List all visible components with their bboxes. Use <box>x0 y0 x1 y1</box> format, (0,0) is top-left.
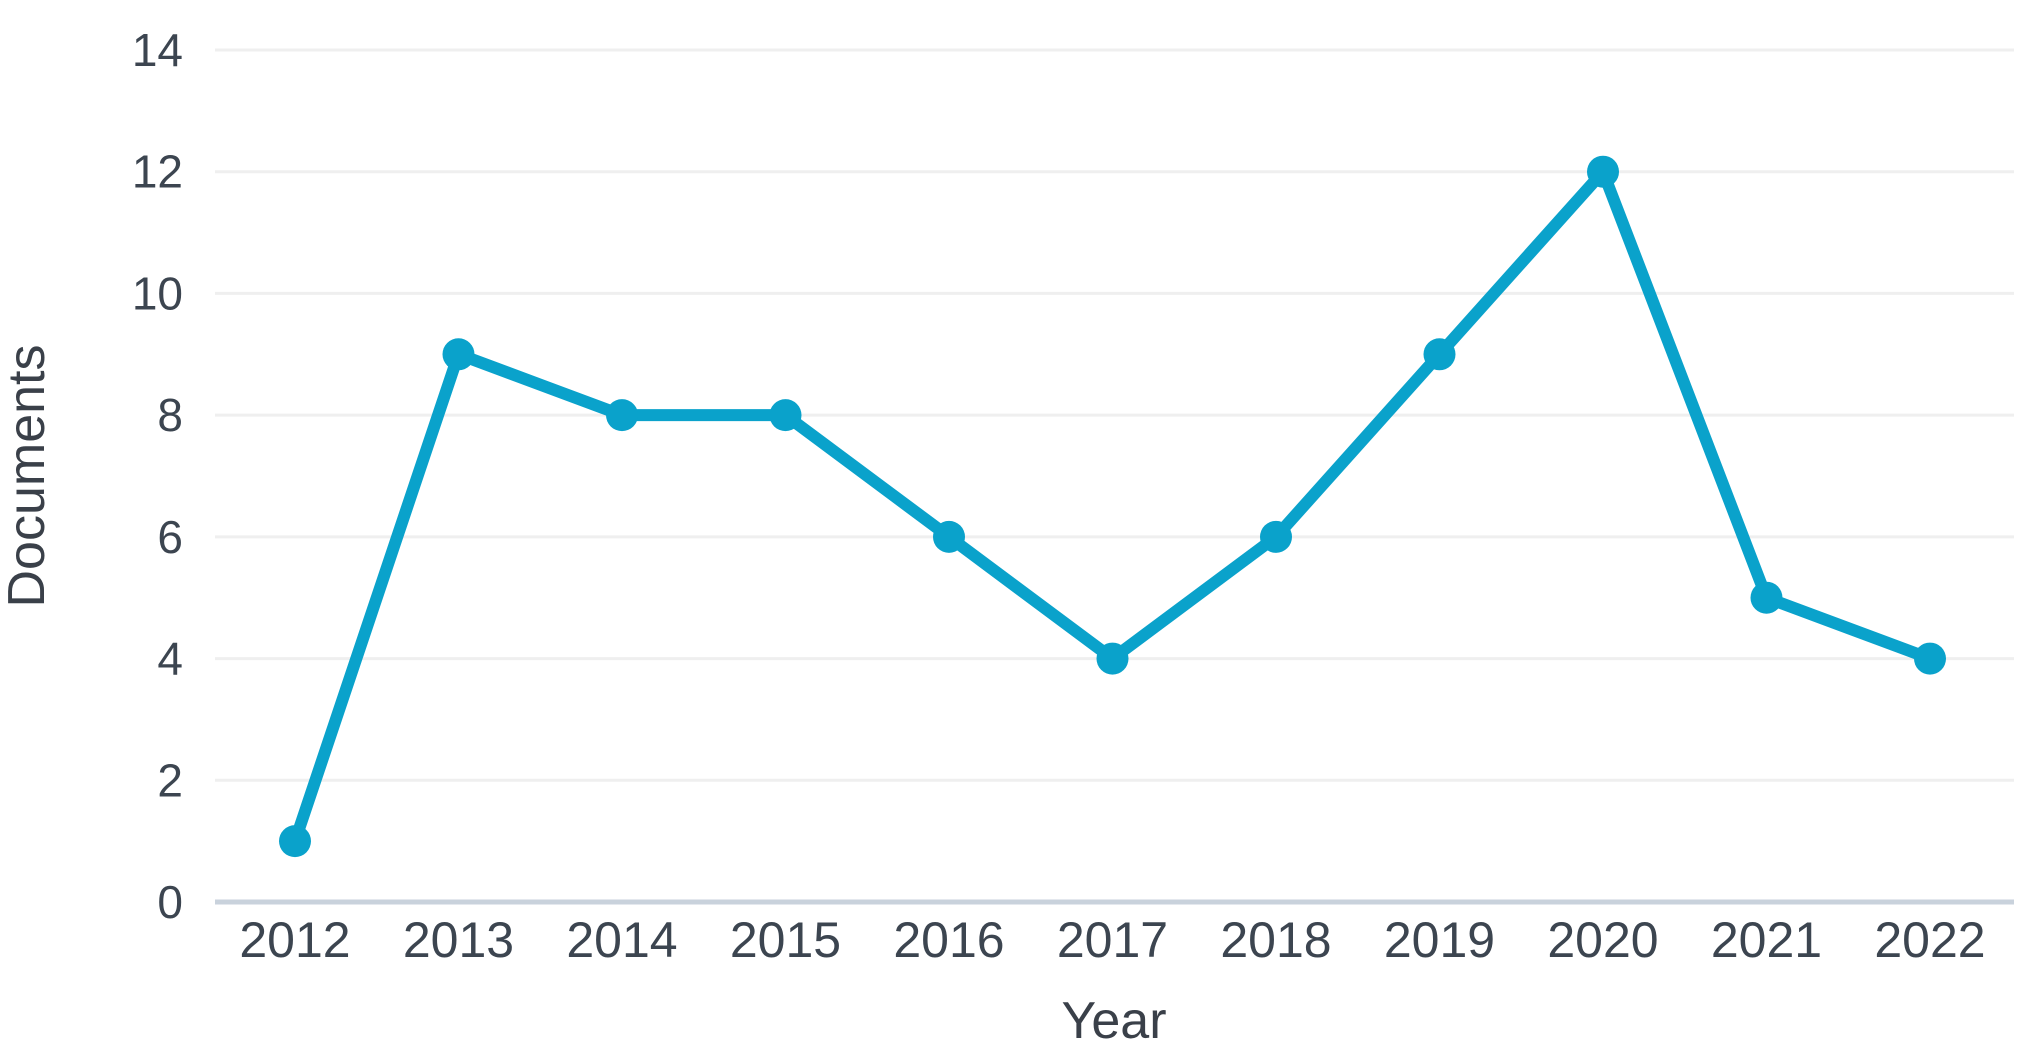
y-tick-label-10: 10 <box>132 267 183 319</box>
data-point-2019 <box>1423 338 1456 371</box>
y-tick-label-4: 4 <box>157 633 183 685</box>
y-tick-label-6: 6 <box>157 511 183 563</box>
y-tick-label-0: 0 <box>157 876 183 928</box>
data-point-2012 <box>279 825 311 858</box>
data-point-2020 <box>1587 155 1619 188</box>
data-point-2016 <box>933 520 965 553</box>
data-point-2021 <box>1750 581 1783 614</box>
data-point-2017 <box>1096 642 1129 675</box>
data-point-2022 <box>1914 642 1946 675</box>
x-tick-label-2016: 2016 <box>893 912 1004 968</box>
y-axis-tick-labels: 0 2 4 6 8 10 12 14 <box>132 24 183 928</box>
x-tick-label-2012: 2012 <box>239 912 350 968</box>
series-line-documents <box>289 165 1936 848</box>
x-tick-label-2015: 2015 <box>730 912 841 968</box>
x-axis-title: Year <box>1061 992 1166 1050</box>
x-tick-label-2018: 2018 <box>1220 912 1331 968</box>
x-tick-label-2021: 2021 <box>1711 912 1822 968</box>
series-group <box>279 155 1946 858</box>
data-point-2018 <box>1260 520 1292 553</box>
x-tick-label-2022: 2022 <box>1874 912 1985 968</box>
x-tick-label-2017: 2017 <box>1057 912 1168 968</box>
y-tick-label-8: 8 <box>157 389 183 441</box>
x-tick-label-2013: 2013 <box>403 912 514 968</box>
y-tick-label-2: 2 <box>157 754 183 806</box>
x-tick-label-2020: 2020 <box>1547 912 1658 968</box>
y-tick-label-14: 14 <box>132 24 183 76</box>
gridlines <box>215 48 2014 905</box>
data-point-2014 <box>606 399 638 432</box>
data-point-2013 <box>442 338 475 371</box>
data-point-2015 <box>769 399 802 432</box>
x-axis-tick-labels: 2012 2013 2014 2015 2016 2017 2018 2019 2020 2021… <box>239 912 1985 968</box>
y-tick-label-12: 12 <box>132 146 183 198</box>
y-axis-title: Documents <box>0 345 56 608</box>
x-tick-label-2014: 2014 <box>566 912 677 968</box>
x-tick-label-2019: 2019 <box>1384 912 1495 968</box>
